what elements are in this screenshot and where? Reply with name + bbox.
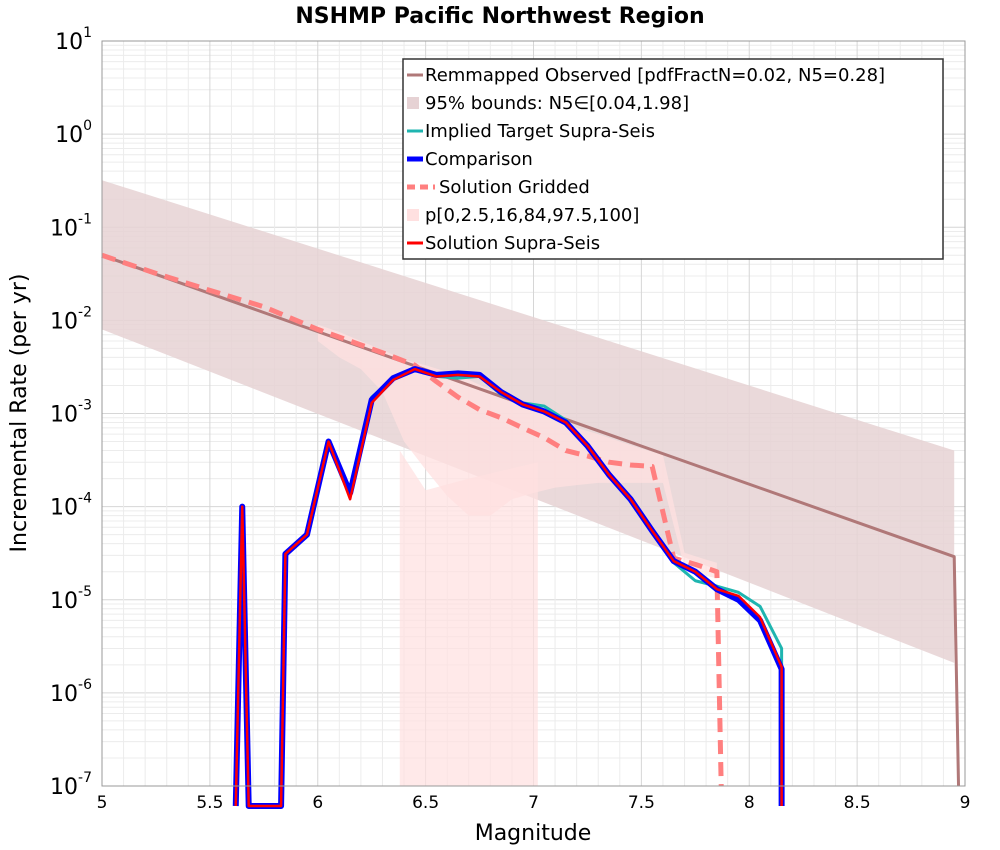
y-tick-label: 10-5	[50, 584, 92, 614]
y-tick-exponent: -2	[78, 304, 92, 320]
y-tick-exponent: -3	[78, 398, 92, 414]
legend-swatch	[407, 209, 419, 221]
percentile-band	[317, 324, 717, 579]
y-tick-base: 10	[55, 123, 83, 148]
legend-box	[402, 58, 944, 260]
legend-label: Implied Target Supra-Seis	[425, 121, 655, 142]
y-tick-exponent: 0	[83, 118, 92, 134]
series-lines	[101, 252, 961, 809]
y-tick-label: 101	[55, 25, 92, 55]
y-tick-exponent: -7	[78, 770, 92, 786]
legend-label: Solution Supra-Seis	[425, 233, 600, 254]
legend-label: Comparison	[425, 149, 533, 170]
y-tick-label: 10-1	[50, 211, 92, 241]
y-tick-exponent: -1	[78, 211, 92, 227]
x-tick-label: 5.5	[196, 793, 223, 813]
y-tick-base: 10	[50, 775, 78, 800]
y-tick-base: 10	[50, 589, 78, 614]
x-tick-label: 6	[312, 793, 323, 813]
y-tick-label: 10-4	[50, 491, 92, 521]
solution-line	[234, 367, 783, 808]
x-tick-label: 7.5	[628, 793, 655, 813]
y-tick-base: 10	[50, 682, 78, 707]
y-tick-base: 10	[50, 403, 78, 428]
legend-label: 95% bounds: N5∈[0.04,1.98]	[425, 93, 689, 114]
y-tick-exponent: -5	[78, 584, 92, 600]
y-axis-label: Incremental Rate (per yr)	[7, 274, 32, 553]
observed-line	[101, 253, 961, 787]
x-tick-label: 6.5	[412, 793, 439, 813]
plot-frame	[101, 40, 966, 787]
y-tick-exponent: 1	[83, 25, 92, 41]
y-tick-exponent: -4	[78, 491, 92, 507]
legend: Remmapped Observed [pdfFractN=0.02, N5=0…	[402, 58, 944, 260]
y-tick-base: 10	[55, 30, 83, 55]
x-tick-label: 7	[528, 793, 539, 813]
x-ticks: 5 5.5 6 6.5 7 7.5 8 8.5 9	[97, 793, 971, 813]
x-tick-label: 9	[960, 793, 971, 813]
legend-label: Solution Gridded	[439, 177, 590, 198]
legend-label: p[0,2.5,16,84,97.5,100]	[425, 205, 639, 226]
chart-title: NSHMP Pacific Northwest Region	[295, 4, 704, 29]
x-tick-label: 5	[97, 793, 108, 813]
y-tick-label: 100	[55, 118, 92, 148]
y-tick-label: 10-3	[50, 398, 92, 428]
bands	[102, 180, 955, 786]
y-tick-base: 10	[50, 496, 78, 521]
y-tick-base: 10	[50, 309, 78, 334]
y-tick-exponent: -6	[78, 677, 92, 693]
x-axis-label: Magnitude	[475, 821, 592, 846]
x-tick-label: 8.5	[844, 793, 871, 813]
y-tick-label: 10-2	[50, 304, 92, 334]
legend-swatch	[407, 97, 419, 109]
y-tick-base: 10	[50, 216, 78, 241]
y-tick-label: 10-7	[50, 770, 92, 800]
y-tick-label: 10-6	[50, 677, 92, 707]
x-tick-label: 8	[744, 793, 755, 813]
gridded-line	[101, 252, 724, 787]
legend-label: Remmapped Observed [pdfFractN=0.02, N5=0…	[425, 65, 885, 86]
percentile-floor-band	[399, 450, 538, 786]
